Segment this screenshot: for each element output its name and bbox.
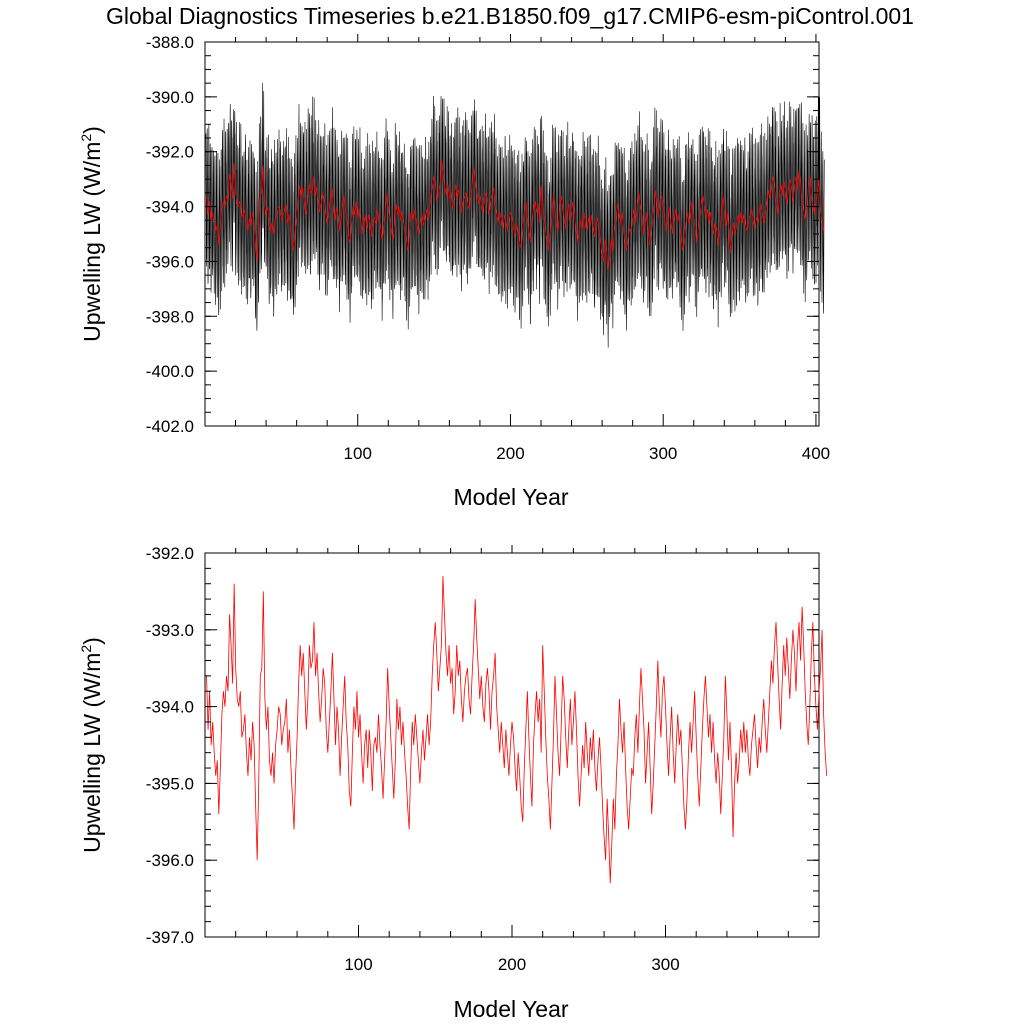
top-ytick-label: -388.0 <box>146 33 194 52</box>
top-monthly-line <box>205 82 825 348</box>
bottom-annual-line <box>206 576 828 884</box>
figure-title: Global Diagnostics Timeseries b.e21.B185… <box>106 3 914 29</box>
bottom-xtick-label: 100 <box>344 955 372 974</box>
top-annual-series <box>206 159 824 270</box>
bottom-ytick-label: -395.0 <box>146 774 194 793</box>
top-xtick-label: 400 <box>802 444 830 463</box>
top-ytick-label: -402.0 <box>146 417 194 436</box>
top-ytick-label: -400.0 <box>146 362 194 381</box>
top-y-axis-label: Upwelling LW (W/m2) <box>78 126 105 342</box>
top-ytick-label: -398.0 <box>146 307 194 326</box>
top-monthly-series <box>205 82 825 348</box>
bottom-panel: -397.0 -396.0 -395.0 -394.0 -393.0 -392.0 100… <box>78 544 828 1022</box>
top-xtick-label: 300 <box>649 444 677 463</box>
top-annual-line <box>206 159 824 270</box>
bottom-ytick-label: -394.0 <box>146 698 194 717</box>
bottom-ytick-label: -392.0 <box>146 544 194 563</box>
bottom-xtick-label: 200 <box>498 955 526 974</box>
top-xtick-label: 200 <box>496 444 524 463</box>
bottom-ytick-label: -396.0 <box>146 851 194 870</box>
top-ytick-label: -396.0 <box>146 252 194 271</box>
top-panel: -402.0 -400.0 -398.0 -396.0 -394.0 -392.0 -390… <box>78 33 830 510</box>
bottom-xtick-label: 300 <box>651 955 679 974</box>
top-ytick-label: -394.0 <box>146 198 194 217</box>
top-xtick-label: 100 <box>344 444 372 463</box>
bottom-ytick-label: -397.0 <box>146 928 194 947</box>
bottom-x-ticks: 100 200 300 <box>235 545 789 974</box>
top-ytick-label: -392.0 <box>146 143 194 162</box>
top-x-ticks: 100 200 300 400 <box>235 34 830 463</box>
top-x-axis-label: Model Year <box>453 484 568 510</box>
bottom-y-ticks: -397.0 -396.0 -395.0 -394.0 -393.0 -392.0 <box>146 544 819 947</box>
bottom-annual-series <box>206 576 828 884</box>
top-ytick-label: -390.0 <box>146 88 194 107</box>
bottom-x-axis-label: Model Year <box>453 996 568 1022</box>
bottom-y-axis-label: Upwelling LW (W/m2) <box>78 637 105 853</box>
top-y-ticks: -402.0 -400.0 -398.0 -396.0 -394.0 -392.0 -390… <box>146 33 819 436</box>
bottom-ytick-label: -393.0 <box>146 621 194 640</box>
